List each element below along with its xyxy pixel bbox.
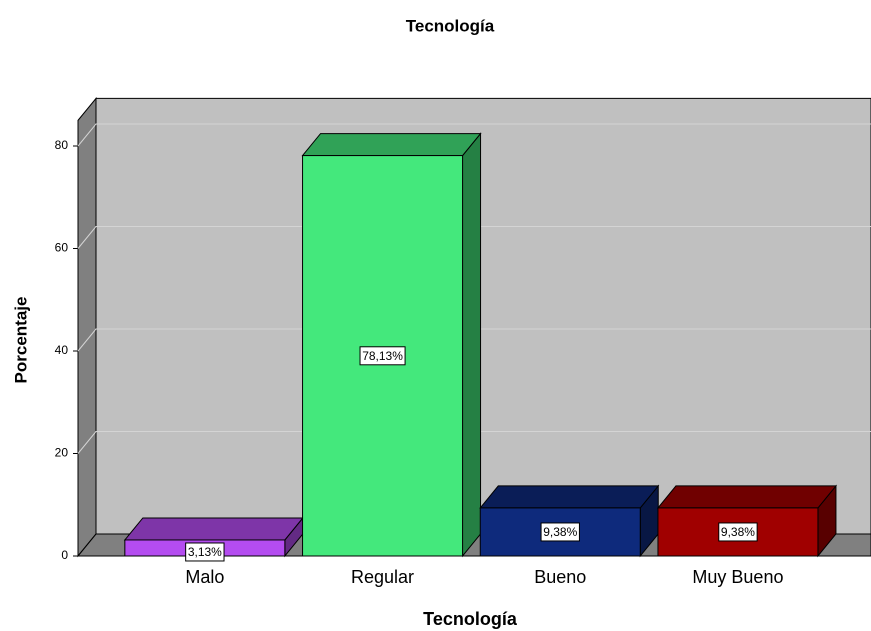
bar-top bbox=[301, 133, 482, 157]
value-label: 9,38% bbox=[543, 525, 577, 539]
left-wall bbox=[77, 96, 97, 558]
value-label-box bbox=[359, 346, 406, 366]
value-label: 3,13% bbox=[188, 545, 222, 559]
bar-top bbox=[656, 485, 838, 509]
x-tick-label: Malo bbox=[185, 567, 224, 587]
back-wall bbox=[95, 97, 871, 535]
bar-side bbox=[462, 132, 482, 558]
y-tick-label: 20 bbox=[55, 446, 69, 460]
value-label: 9,38% bbox=[721, 525, 755, 539]
x-tick-label: Regular bbox=[351, 567, 414, 587]
value-label-box bbox=[540, 522, 580, 542]
x-tick-label: Muy Bueno bbox=[692, 567, 783, 587]
y-tick-label: 80 bbox=[55, 138, 69, 152]
y-tick-label: 60 bbox=[55, 241, 69, 255]
grid-line bbox=[77, 431, 871, 454]
value-label-box bbox=[185, 542, 225, 562]
grid-line bbox=[77, 226, 871, 249]
y-axis-label: Porcentaje bbox=[11, 297, 30, 384]
x-axis-label: Tecnología bbox=[423, 609, 518, 629]
value-label: 78,13% bbox=[362, 349, 403, 363]
bar-top bbox=[479, 485, 660, 509]
y-tick-label: 0 bbox=[61, 548, 68, 562]
grid-line bbox=[77, 123, 871, 147]
x-tick-label: Bueno bbox=[534, 567, 586, 587]
value-label-box bbox=[718, 522, 758, 542]
chart-title: Tecnología bbox=[406, 16, 495, 35]
y-tick-label: 40 bbox=[55, 343, 69, 357]
bar-top bbox=[123, 517, 304, 541]
grid-line bbox=[77, 328, 871, 352]
